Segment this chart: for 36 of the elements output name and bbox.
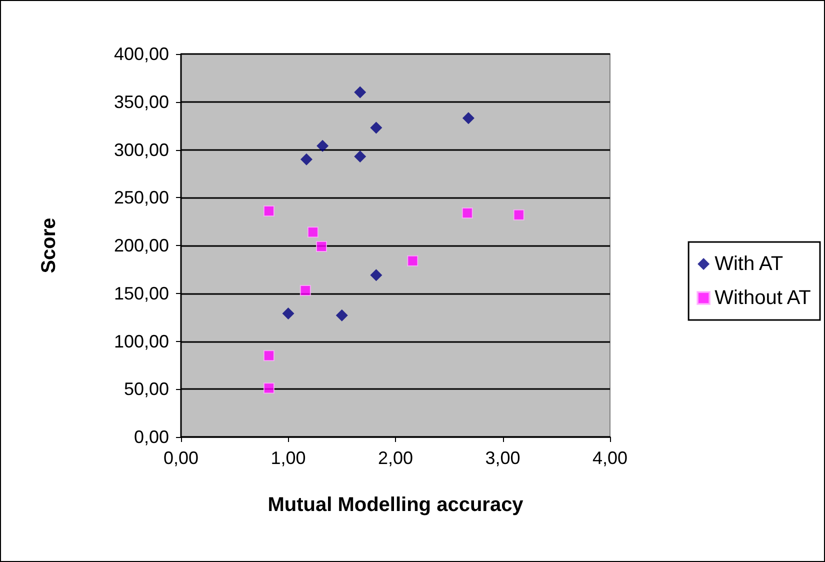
y-tick-label: 0,00 [134,427,169,447]
point [462,207,473,218]
point [370,122,382,134]
point [263,350,274,362]
y-tick-label: 200,00 [114,236,169,256]
x-axis-title: Mutual Modelling accuracy [268,494,524,516]
y-tick-label: 300,00 [114,140,169,160]
x-tick-label: 0,00 [163,448,199,468]
point [407,255,418,266]
y-tick-label: 350,00 [114,92,169,112]
point [300,153,312,166]
point [300,285,311,296]
legend-label: With AT [714,253,784,275]
point [316,240,327,252]
y-tick-label: 100,00 [114,331,169,352]
point [316,140,329,152]
x-tick-label: 3,00 [485,448,520,468]
y-tick-label: 50,00 [124,379,169,400]
point [354,86,366,98]
x-tick-label: 2,00 [378,448,414,468]
point [282,307,294,320]
point [462,112,474,124]
x-tick-label: 1,00 [270,448,306,468]
y-tick-label: 150,00 [114,283,169,304]
point [336,309,348,322]
point [370,269,382,282]
legend-label: Without AT [714,287,811,309]
point [263,206,274,217]
y-axis-title: Score [38,218,60,274]
point [513,209,524,220]
x-tick-label: 4,00 [592,448,628,468]
y-tick-label: 400,00 [114,44,169,64]
y-tick-label: 250,00 [114,188,169,208]
point [354,150,366,162]
point [307,226,318,238]
point [263,382,274,394]
